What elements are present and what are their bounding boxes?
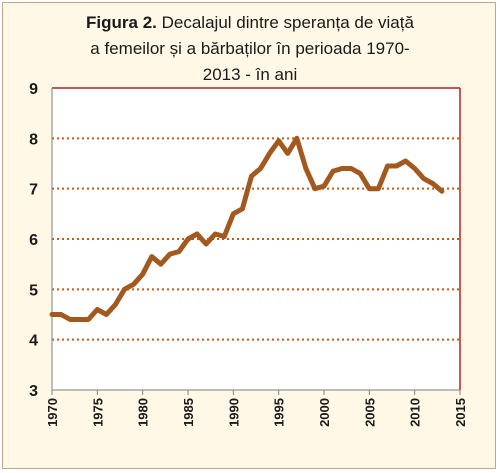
chart-title-line2: a femeilor și a bărbaților în perioada 1… [90, 39, 410, 58]
y-tick-label-5: 5 [29, 282, 38, 299]
y-tick-label-8: 8 [29, 131, 38, 148]
x-tick-label-1970: 1970 [45, 398, 60, 427]
x-tick-label-1975: 1975 [90, 398, 105, 427]
x-tick-label-1990: 1990 [226, 398, 241, 427]
x-tick-label-2015: 2015 [453, 398, 468, 427]
y-tick-label-9: 9 [29, 81, 38, 98]
plot-border [51, 87, 461, 391]
series-lines [49, 135, 445, 322]
y-tick-label-4: 4 [29, 333, 38, 350]
chart-title-line3: 2013 - în ani [202, 65, 298, 84]
chart-title: Figura 2. Decalajul dintre speranța de v… [0, 10, 500, 88]
y-tick-label-3: 3 [29, 383, 38, 400]
x-axis-ticks: 1970 1975 1980 1985 1990 1995 2000 2005 2010 2015 [45, 390, 468, 427]
series-line-0 [49, 135, 445, 322]
y-axis-ticks: 3 4 5 6 7 8 9 [29, 81, 38, 400]
x-tick-label-1985: 1985 [181, 398, 196, 427]
chart-title-line1: Decalajul dintre speranța de viață [161, 13, 414, 32]
x-tick-label-2010: 2010 [408, 398, 423, 427]
grid-lines [52, 137, 460, 341]
x-tick-label-2000: 2000 [317, 398, 332, 427]
x-tick-label-2005: 2005 [362, 398, 377, 427]
x-tick-label-1980: 1980 [136, 398, 151, 427]
chart-title-bold: Figura 2. [86, 13, 157, 32]
y-tick-label-7: 7 [29, 182, 38, 199]
x-tick-label-1995: 1995 [272, 398, 287, 427]
y-tick-label-6: 6 [29, 232, 38, 249]
